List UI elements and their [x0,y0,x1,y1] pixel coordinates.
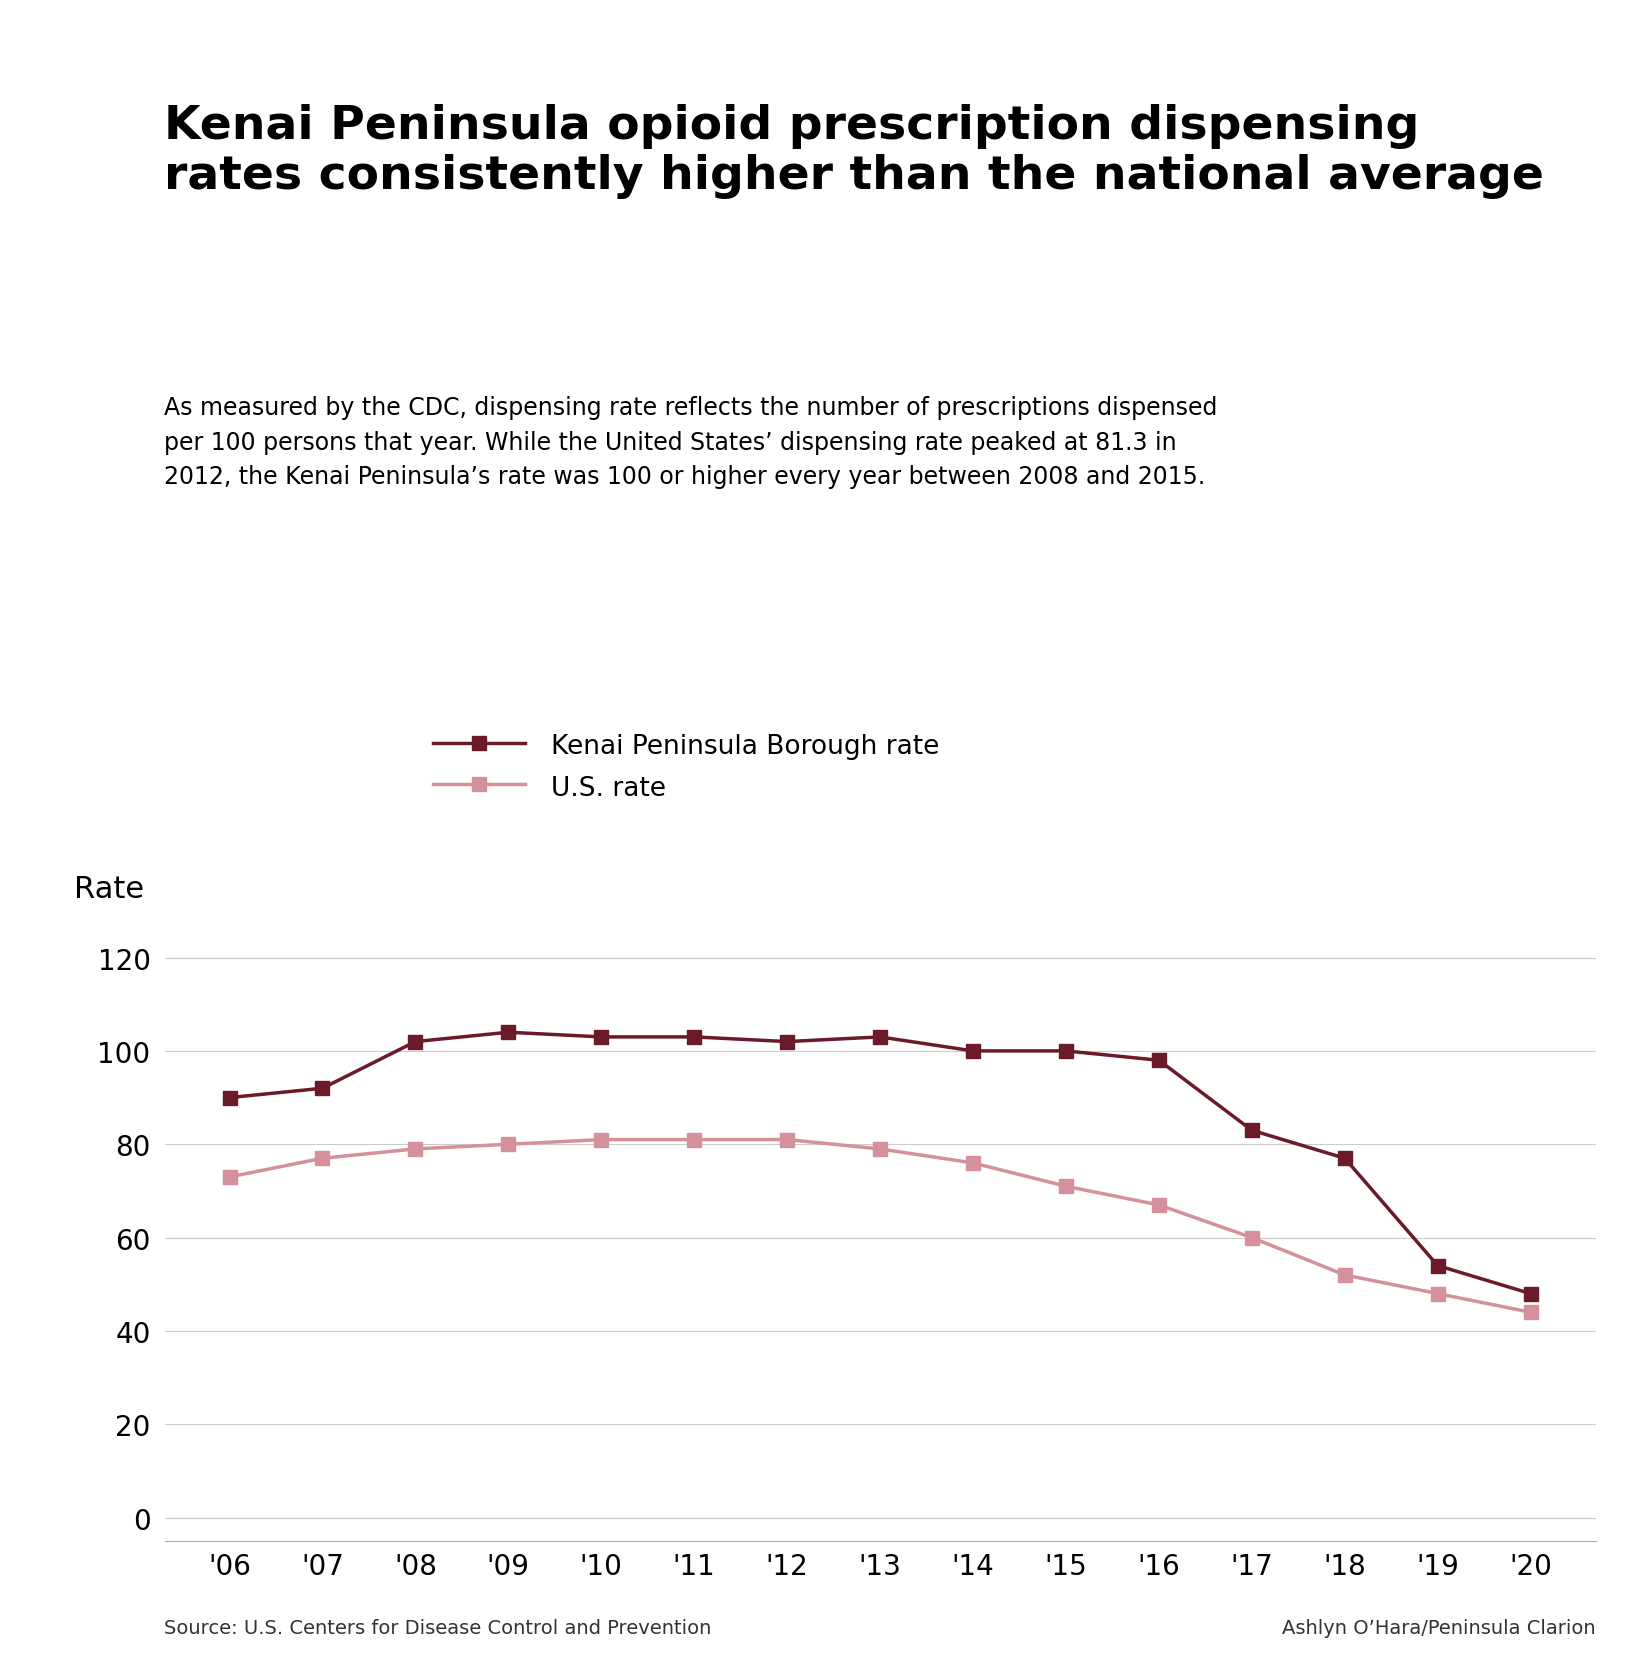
Text: As measured by the CDC, dispensing rate reflects the number of prescriptions dis: As measured by the CDC, dispensing rate … [164,396,1217,489]
Text: Kenai Peninsula opioid prescription dispensing
rates consistently higher than th: Kenai Peninsula opioid prescription disp… [164,104,1545,199]
Text: Source: U.S. Centers for Disease Control and Prevention: Source: U.S. Centers for Disease Control… [164,1619,712,1637]
Legend: Kenai Peninsula Borough rate, U.S. rate: Kenai Peninsula Borough rate, U.S. rate [423,722,951,812]
Text: Rate: Rate [74,875,145,903]
Text: Ashlyn O’Hara/Peninsula Clarion: Ashlyn O’Hara/Peninsula Clarion [1281,1619,1596,1637]
